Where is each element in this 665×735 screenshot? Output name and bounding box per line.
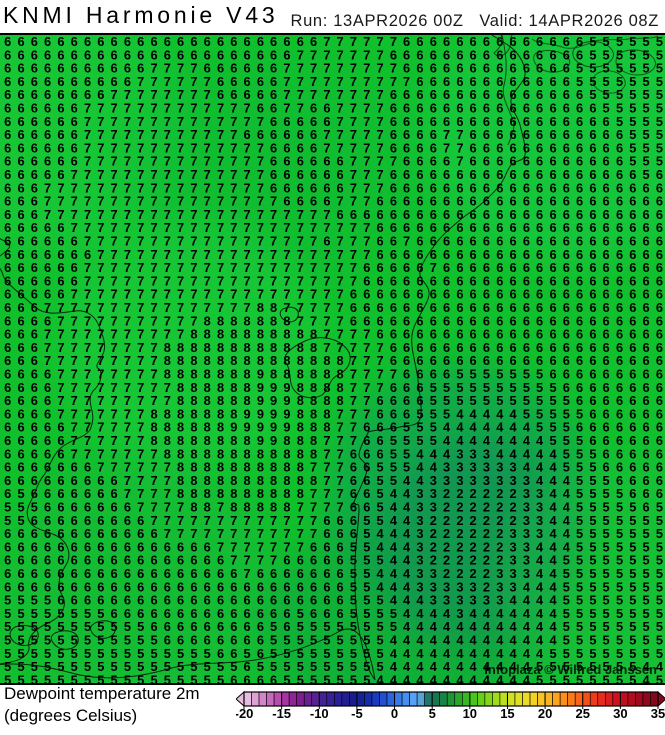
svg-text:5: 5: [177, 672, 184, 683]
svg-text:10: 10: [463, 706, 477, 721]
svg-text:5: 5: [164, 672, 171, 683]
svg-text:-10: -10: [310, 706, 329, 721]
svg-text:5: 5: [84, 672, 91, 683]
svg-text:5: 5: [217, 672, 224, 683]
svg-text:5: 5: [4, 672, 11, 683]
svg-text:20: 20: [538, 706, 552, 721]
svg-text:4: 4: [430, 672, 438, 683]
svg-text:-20: -20: [236, 706, 253, 721]
svg-text:4: 4: [403, 672, 411, 683]
svg-text:5: 5: [31, 672, 38, 683]
svg-text:5: 5: [124, 672, 131, 683]
svg-text:0: 0: [391, 706, 398, 721]
svg-text:5: 5: [71, 672, 78, 683]
svg-text:6: 6: [244, 672, 251, 683]
svg-text:5: 5: [190, 672, 197, 683]
svg-text:5: 5: [57, 672, 64, 683]
svg-text:5: 5: [363, 672, 370, 683]
svg-text:4: 4: [377, 672, 385, 683]
svg-text:4: 4: [416, 672, 424, 683]
svg-text:5: 5: [17, 672, 24, 683]
svg-text:6: 6: [257, 672, 264, 683]
svg-text:5: 5: [44, 672, 51, 683]
svg-text:4: 4: [470, 672, 478, 683]
svg-text:5: 5: [323, 672, 330, 683]
svg-text:5: 5: [350, 672, 357, 683]
svg-text:-5: -5: [351, 706, 363, 721]
svg-text:-15: -15: [272, 706, 291, 721]
svg-text:6: 6: [270, 672, 277, 683]
svg-text:4: 4: [443, 672, 451, 683]
svg-text:4: 4: [390, 672, 398, 683]
svg-text:5: 5: [283, 672, 290, 683]
svg-text:5: 5: [429, 706, 436, 721]
svg-text:5: 5: [337, 672, 344, 683]
svg-text:5: 5: [297, 672, 304, 683]
svg-text:25: 25: [575, 706, 589, 721]
svg-text:15: 15: [500, 706, 514, 721]
svg-text:5: 5: [137, 672, 144, 683]
svg-text:5: 5: [150, 672, 157, 683]
svg-text:5: 5: [97, 672, 104, 683]
svg-text:5: 5: [111, 672, 118, 683]
svg-text:6: 6: [230, 672, 237, 683]
svg-text:5: 5: [310, 672, 317, 683]
svg-text:5: 5: [204, 672, 211, 683]
svg-text:30: 30: [613, 706, 627, 721]
svg-text:4: 4: [456, 672, 464, 683]
svg-text:35: 35: [651, 706, 665, 721]
